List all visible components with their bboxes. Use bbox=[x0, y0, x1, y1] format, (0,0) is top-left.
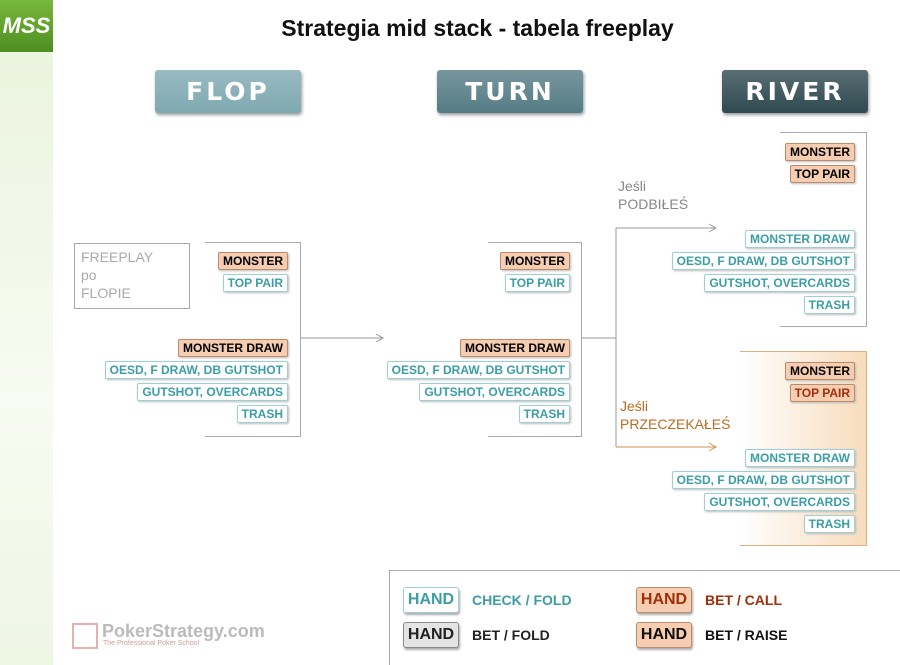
watermark-icon bbox=[72, 623, 98, 649]
legend-hand: HAND bbox=[403, 587, 459, 613]
hand-label: TRASH bbox=[803, 296, 855, 314]
stage-button: FLOP bbox=[155, 70, 301, 113]
watermark: PokerStrategy.com bbox=[102, 621, 265, 641]
river-bracket bbox=[780, 132, 867, 327]
hand-label: MONSTER bbox=[785, 143, 855, 161]
legend-hand: HAND bbox=[403, 622, 459, 648]
branch-line: PRZECZEKAŁEŚ bbox=[620, 416, 731, 432]
watermark-tagline: The Professional Poker School bbox=[103, 640, 200, 647]
hand-label: MONSTER DRAW bbox=[745, 449, 855, 467]
branch-line: PODBIŁEŚ bbox=[618, 196, 689, 212]
legend-action: BET / CALL bbox=[705, 592, 782, 608]
stage-button: TURN bbox=[437, 70, 583, 113]
branch-label: Jeśli PRZECZEKAŁEŚ bbox=[620, 397, 730, 433]
hand-label: TOP PAIR bbox=[789, 384, 855, 402]
note-line: FLOPIE bbox=[81, 285, 131, 301]
hand-label: MONSTER DRAW bbox=[178, 339, 288, 357]
hand-label: GUTSHOT, OVERCARDS bbox=[419, 383, 570, 401]
logo: MSS bbox=[0, 0, 53, 52]
legend bbox=[389, 570, 900, 665]
note-line: po bbox=[81, 267, 97, 283]
branch-label: Jeśli PODBIŁEŚ bbox=[618, 177, 688, 213]
note: FREEPLAY po FLOPIE bbox=[74, 243, 190, 309]
hand-label: TOP PAIR bbox=[222, 274, 288, 292]
legend-hand: HAND bbox=[636, 587, 692, 613]
branch-line: Jeśli bbox=[618, 178, 647, 194]
stage-button: RIVER bbox=[722, 70, 868, 113]
hand-label: TRASH bbox=[518, 405, 570, 423]
branch-line: Jeśli bbox=[620, 398, 649, 414]
hand-label: GUTSHOT, OVERCARDS bbox=[704, 274, 855, 292]
legend-action: BET / FOLD bbox=[472, 627, 550, 643]
turn-bracket bbox=[488, 242, 582, 437]
hand-label: OESD, F DRAW, DB GUTSHOT bbox=[671, 252, 855, 270]
hand-label: MONSTER bbox=[500, 252, 570, 270]
legend-action: CHECK / FOLD bbox=[472, 592, 572, 608]
legend-hand: HAND bbox=[636, 622, 692, 648]
title: Strategia mid stack - tabela freeplay bbox=[281, 15, 674, 41]
hand-label: TRASH bbox=[236, 405, 288, 423]
hand-label: OESD, F DRAW, DB GUTSHOT bbox=[386, 361, 570, 379]
side-strip bbox=[0, 0, 53, 665]
river-bracket bbox=[740, 351, 867, 546]
hand-label: OESD, F DRAW, DB GUTSHOT bbox=[671, 471, 855, 489]
hand-label: MONSTER DRAW bbox=[745, 230, 855, 248]
hand-label: MONSTER DRAW bbox=[460, 339, 570, 357]
hand-label: TOP PAIR bbox=[504, 274, 570, 292]
hand-label: MONSTER bbox=[218, 252, 288, 270]
hand-label: TRASH bbox=[803, 515, 855, 533]
note-line: FREEPLAY bbox=[81, 249, 154, 265]
hand-label: GUTSHOT, OVERCARDS bbox=[137, 383, 288, 401]
hand-label: GUTSHOT, OVERCARDS bbox=[704, 493, 855, 511]
hand-label: OESD, F DRAW, DB GUTSHOT bbox=[104, 361, 288, 379]
legend-action: BET / RAISE bbox=[705, 627, 788, 643]
hand-label: TOP PAIR bbox=[789, 165, 855, 183]
hand-label: MONSTER bbox=[785, 362, 855, 380]
flop-bracket bbox=[205, 242, 301, 437]
